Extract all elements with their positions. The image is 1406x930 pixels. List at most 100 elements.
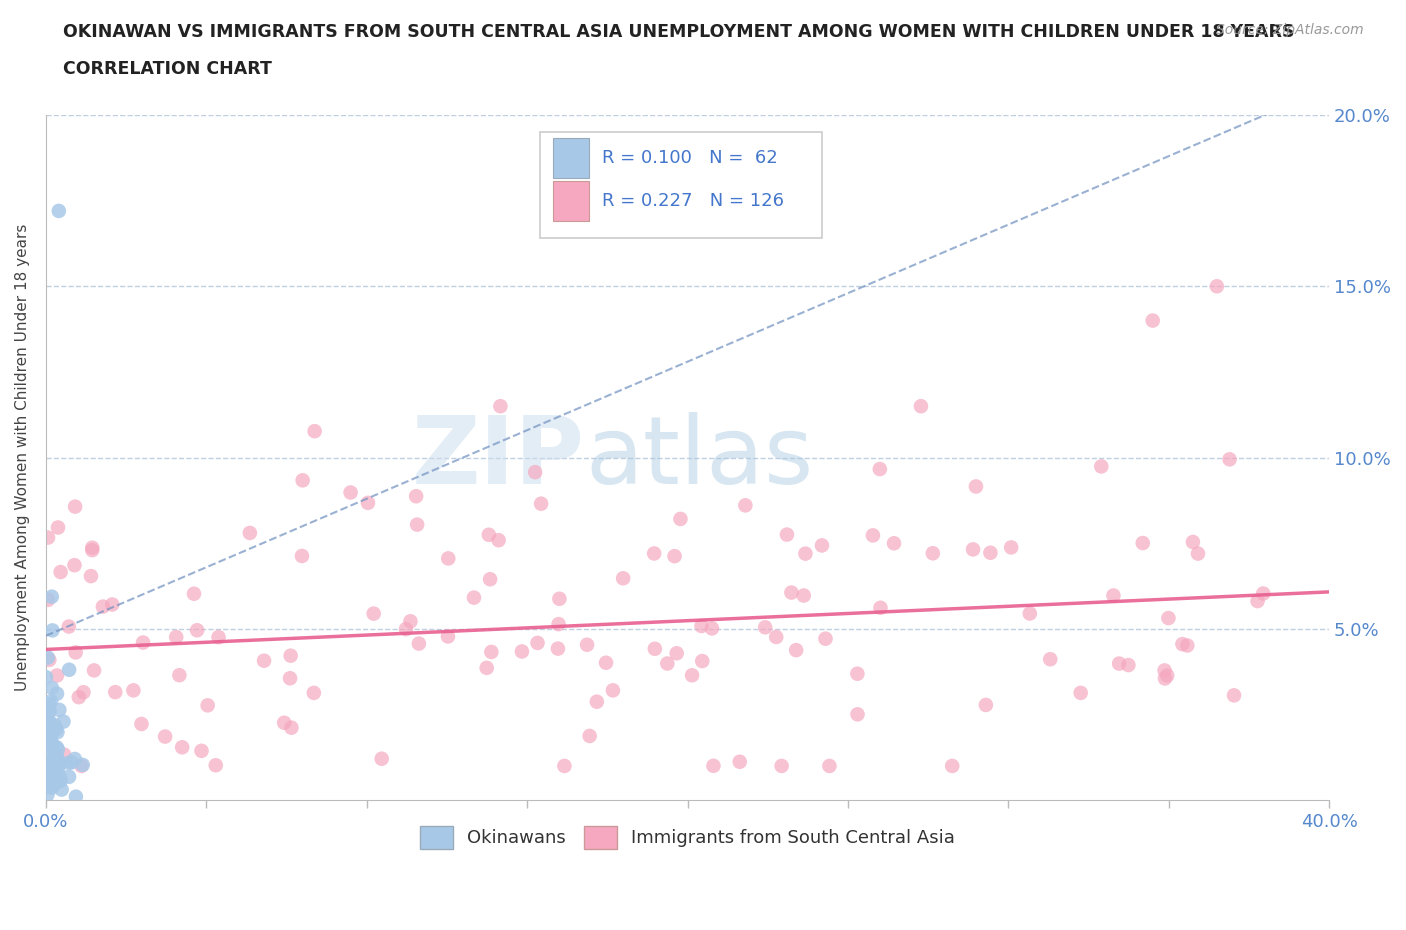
Point	[48, 204, 70, 219]
Point	[52, 714, 75, 729]
Point	[38, 698, 60, 712]
Point	[1157, 611, 1180, 626]
Point	[104, 684, 127, 699]
Point	[45, 760, 67, 775]
Point	[42, 763, 65, 777]
Point	[1171, 637, 1194, 652]
Legend: Okinawans, Immigrants from South Central Asia: Okinawans, Immigrants from South Central…	[413, 818, 962, 857]
Point	[41, 780, 63, 795]
Point	[37, 530, 59, 545]
Point	[122, 683, 145, 698]
Point	[82, 543, 104, 558]
Point	[91, 599, 114, 614]
Point	[869, 601, 891, 616]
Point	[67, 690, 90, 705]
Point	[45, 722, 67, 737]
Point	[770, 759, 793, 774]
Point	[65, 645, 87, 660]
Point	[765, 630, 787, 644]
Point	[553, 759, 575, 774]
Point	[1219, 452, 1241, 467]
Text: ZIP: ZIP	[412, 412, 585, 504]
Point	[41, 726, 63, 741]
Point	[39, 763, 62, 777]
Point	[39, 694, 62, 709]
Point	[846, 666, 869, 681]
Point	[39, 749, 62, 764]
Point	[48, 702, 70, 717]
Point	[41, 737, 63, 752]
Point	[204, 758, 226, 773]
Point	[82, 540, 104, 555]
Text: Source: ZipAtlas.com: Source: ZipAtlas.com	[1216, 23, 1364, 37]
Point	[37, 779, 59, 794]
Point	[83, 663, 105, 678]
Point	[42, 753, 65, 768]
Point	[35, 710, 58, 724]
Point	[1090, 459, 1112, 474]
Point	[49, 774, 72, 789]
Point	[643, 546, 665, 561]
Point	[37, 650, 59, 665]
Point	[197, 698, 219, 712]
Y-axis label: Unemployment Among Women with Children Under 18 years: Unemployment Among Women with Children U…	[15, 224, 30, 691]
Point	[585, 695, 607, 710]
Point	[65, 790, 87, 804]
Point	[42, 774, 65, 789]
Point	[44, 776, 66, 790]
Point	[910, 399, 932, 414]
Point	[530, 497, 553, 512]
Point	[1000, 540, 1022, 555]
Point	[1018, 606, 1040, 621]
FancyBboxPatch shape	[553, 180, 589, 220]
Point	[780, 585, 803, 600]
Point	[776, 527, 799, 542]
Point	[754, 620, 776, 635]
Point	[72, 757, 94, 772]
Point	[172, 740, 194, 755]
Point	[664, 549, 686, 564]
Point	[1153, 663, 1175, 678]
Point	[794, 546, 817, 561]
Point	[690, 618, 713, 633]
Point	[488, 533, 510, 548]
Point	[406, 517, 429, 532]
Point	[280, 648, 302, 663]
Point	[1175, 638, 1198, 653]
Point	[41, 778, 63, 793]
Point	[479, 572, 502, 587]
FancyBboxPatch shape	[540, 132, 823, 238]
Point	[39, 755, 62, 770]
Point	[1223, 688, 1246, 703]
Point	[363, 606, 385, 621]
Point	[399, 614, 422, 629]
Point	[702, 758, 724, 773]
Point	[1039, 652, 1062, 667]
Point	[39, 768, 62, 783]
Point	[58, 755, 80, 770]
Point	[41, 771, 63, 786]
Point	[63, 558, 86, 573]
Point	[1246, 593, 1268, 608]
Point	[612, 571, 634, 586]
Text: OKINAWAN VS IMMIGRANTS FROM SOUTH CENTRAL ASIA UNEMPLOYMENT AMONG WOMEN WITH CHI: OKINAWAN VS IMMIGRANTS FROM SOUTH CENTRA…	[63, 23, 1295, 41]
Point	[190, 743, 212, 758]
Point	[979, 545, 1001, 560]
Point	[811, 538, 834, 552]
Point	[37, 766, 59, 781]
Point	[463, 591, 485, 605]
Point	[42, 751, 65, 765]
Point	[1251, 586, 1274, 601]
Point	[405, 489, 427, 504]
Point	[669, 512, 692, 526]
Point	[1142, 313, 1164, 328]
Point	[690, 654, 713, 669]
Point	[846, 707, 869, 722]
Point	[58, 662, 80, 677]
Point	[169, 668, 191, 683]
Point	[35, 738, 58, 753]
Point	[547, 617, 569, 631]
Point	[962, 542, 984, 557]
Point	[41, 736, 63, 751]
Point	[974, 698, 997, 712]
